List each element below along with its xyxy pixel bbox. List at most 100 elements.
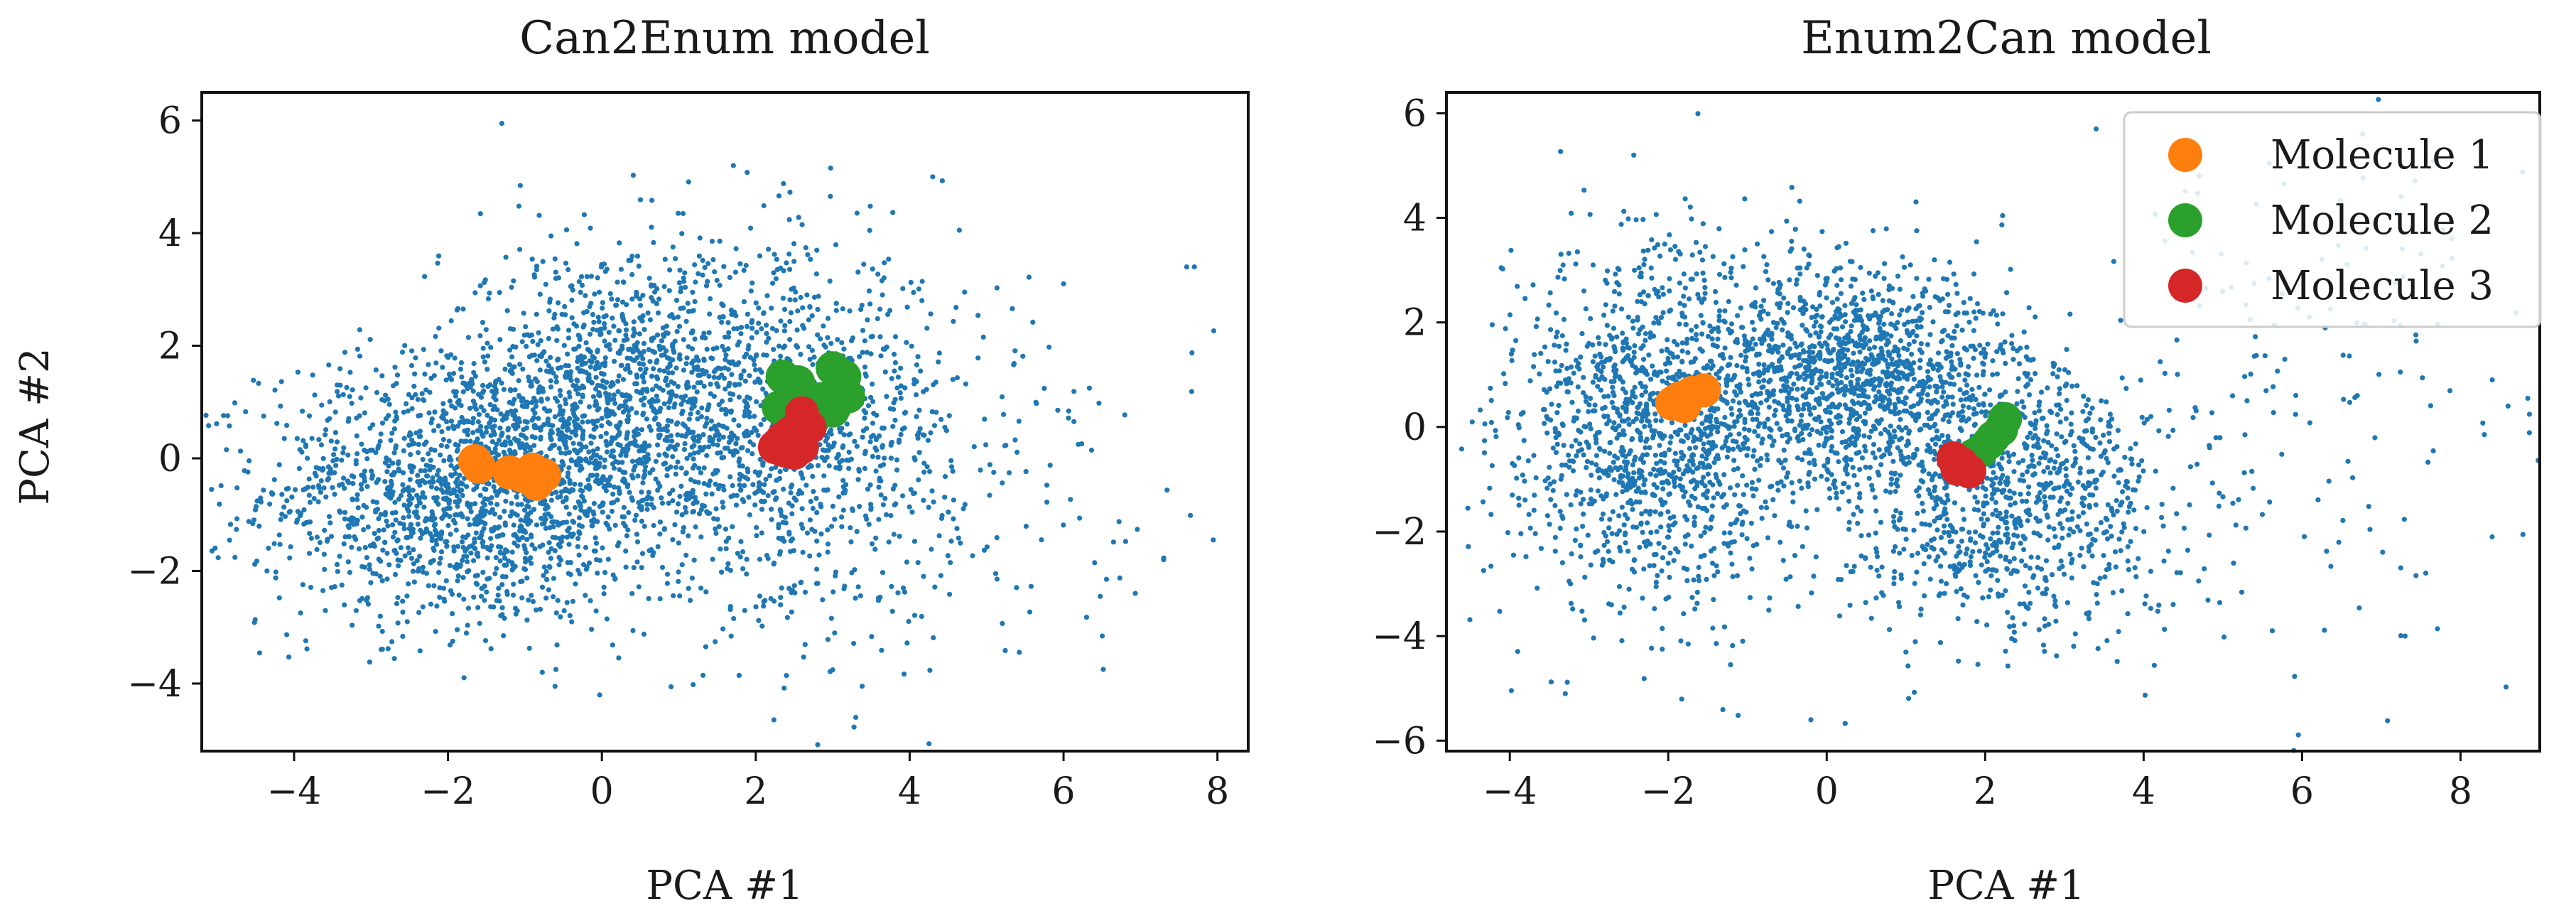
background-point	[664, 473, 670, 479]
background-point	[1733, 282, 1739, 288]
background-point	[498, 411, 504, 417]
background-point	[319, 402, 325, 408]
background-point	[487, 290, 492, 296]
background-point	[465, 622, 470, 628]
background-point	[1612, 289, 1618, 294]
background-point	[1088, 447, 1095, 453]
background-point	[743, 262, 749, 269]
background-point	[939, 178, 945, 183]
background-point	[1727, 485, 1733, 491]
background-point	[762, 482, 767, 487]
background-point	[497, 425, 503, 431]
background-point	[825, 549, 830, 555]
background-point	[757, 593, 763, 599]
background-point	[536, 330, 541, 335]
background-point	[892, 334, 899, 340]
background-point	[1679, 485, 1684, 491]
background-point	[665, 571, 671, 577]
background-point	[644, 456, 651, 461]
background-point	[431, 495, 437, 501]
background-point	[754, 428, 759, 433]
background-point	[902, 672, 907, 677]
background-point	[595, 446, 600, 452]
background-point	[832, 517, 838, 522]
background-point	[770, 280, 776, 286]
background-point	[1716, 226, 1722, 232]
background-point	[737, 476, 742, 483]
background-point	[683, 510, 689, 515]
background-point	[1700, 270, 1706, 276]
background-point	[1648, 265, 1654, 271]
background-point	[573, 581, 578, 587]
background-point	[637, 296, 643, 302]
background-point	[504, 562, 509, 568]
background-point	[601, 314, 607, 320]
background-point	[629, 296, 635, 302]
background-point	[374, 389, 380, 396]
background-point	[374, 536, 380, 541]
background-point	[1617, 376, 1623, 382]
background-point	[471, 558, 477, 564]
background-point	[727, 448, 733, 455]
background-point	[1100, 667, 1106, 672]
background-point	[357, 353, 363, 359]
background-point	[509, 284, 514, 290]
background-point	[685, 426, 691, 432]
background-point	[1601, 496, 1606, 502]
background-point	[480, 354, 486, 360]
x-tick-label: 2	[744, 770, 767, 813]
background-point	[427, 479, 433, 485]
background-point	[357, 598, 362, 603]
background-point	[1505, 415, 1510, 421]
background-point	[933, 379, 938, 385]
background-point	[1642, 257, 1647, 262]
background-point	[865, 403, 872, 409]
background-point	[725, 446, 730, 451]
background-point	[1740, 473, 1746, 479]
background-point	[798, 352, 803, 357]
background-point	[735, 551, 740, 556]
background-point	[704, 453, 710, 458]
background-point	[1605, 414, 1611, 419]
background-point	[303, 638, 308, 644]
background-point	[950, 377, 956, 382]
background-point	[525, 522, 531, 527]
background-point	[401, 522, 406, 527]
background-point	[864, 350, 870, 355]
background-point	[765, 492, 771, 499]
background-point	[665, 438, 671, 443]
background-point	[611, 392, 617, 398]
background-point	[661, 527, 667, 532]
background-point	[1592, 353, 1598, 359]
background-point	[1046, 344, 1052, 350]
background-point	[1729, 561, 1735, 567]
background-point	[274, 421, 280, 426]
background-point	[954, 526, 960, 532]
background-point	[860, 328, 866, 333]
background-point	[667, 363, 673, 369]
background-point	[677, 593, 683, 599]
background-point	[234, 485, 240, 491]
background-point	[755, 433, 761, 438]
x-tick-label: −2	[421, 770, 475, 813]
background-point	[1641, 566, 1647, 572]
background-point	[414, 503, 420, 509]
background-point	[420, 604, 426, 610]
background-point	[1649, 237, 1655, 242]
background-point	[376, 527, 381, 534]
background-point	[413, 430, 419, 436]
background-point	[776, 193, 782, 199]
background-point	[1489, 322, 1495, 328]
background-point	[867, 482, 873, 488]
background-point	[1604, 539, 1611, 544]
background-point	[480, 569, 486, 576]
background-point	[1615, 456, 1620, 461]
background-point	[406, 488, 412, 494]
background-point	[1615, 409, 1620, 415]
background-point	[1702, 285, 1708, 291]
background-point	[521, 566, 527, 572]
background-point	[1674, 458, 1680, 464]
background-point	[882, 495, 888, 502]
background-point	[1640, 460, 1646, 465]
background-point	[873, 468, 879, 474]
